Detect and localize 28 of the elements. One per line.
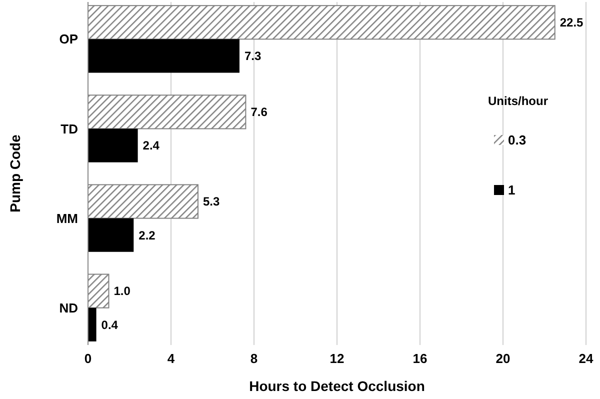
x-tick-label: 8: [250, 351, 258, 366]
legend-title: Units/hour: [488, 94, 548, 108]
x-axis-title: Hours to Detect Occlusion: [249, 378, 425, 394]
bar: [88, 128, 138, 162]
legend-label: 1: [508, 182, 516, 198]
text: 7.3: [244, 49, 262, 64]
y-tick-label: ND: [59, 300, 78, 316]
text: 1.0: [114, 284, 130, 298]
y-axis-title: Pump Code: [7, 134, 23, 212]
legend-label: 0.3: [508, 132, 526, 148]
x-tick-label: 12: [330, 351, 344, 366]
bar: [88, 39, 240, 73]
y-tick-label: TD: [60, 121, 78, 136]
text: 2.2: [138, 228, 156, 242]
text: 22.5: [560, 16, 584, 30]
bar: [88, 308, 96, 342]
x-tick-label: 20: [496, 351, 510, 366]
x-tick-label: 24: [578, 351, 594, 366]
text: 2.4: [142, 138, 160, 153]
x-tick-label: 16: [412, 351, 428, 366]
text: 5.3: [202, 194, 220, 209]
y-tick-label: MM: [56, 210, 78, 226]
text: 7.6: [250, 105, 268, 120]
y-tick-label: OP: [59, 32, 78, 47]
x-tick-label: 4: [167, 351, 176, 366]
x-tick-label: 0: [84, 351, 92, 366]
bar: [88, 218, 134, 252]
text: 0.4: [101, 318, 118, 332]
